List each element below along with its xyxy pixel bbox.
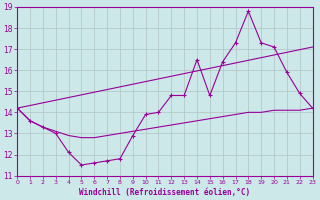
- X-axis label: Windchill (Refroidissement éolien,°C): Windchill (Refroidissement éolien,°C): [79, 188, 251, 197]
